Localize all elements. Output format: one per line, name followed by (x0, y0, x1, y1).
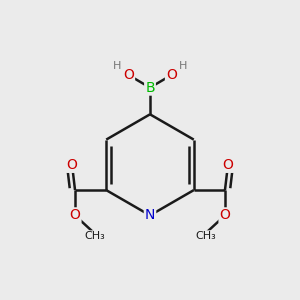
Text: O: O (70, 208, 80, 222)
Text: O: O (67, 158, 77, 172)
Text: O: O (123, 68, 134, 82)
Text: CH₃: CH₃ (84, 231, 105, 241)
Text: B: B (145, 81, 155, 94)
Text: O: O (220, 208, 230, 222)
Text: H: H (113, 61, 122, 70)
Text: O: O (223, 158, 233, 172)
Text: H: H (178, 61, 187, 70)
Text: O: O (166, 68, 177, 82)
Text: CH₃: CH₃ (195, 231, 216, 241)
Text: N: N (145, 208, 155, 222)
